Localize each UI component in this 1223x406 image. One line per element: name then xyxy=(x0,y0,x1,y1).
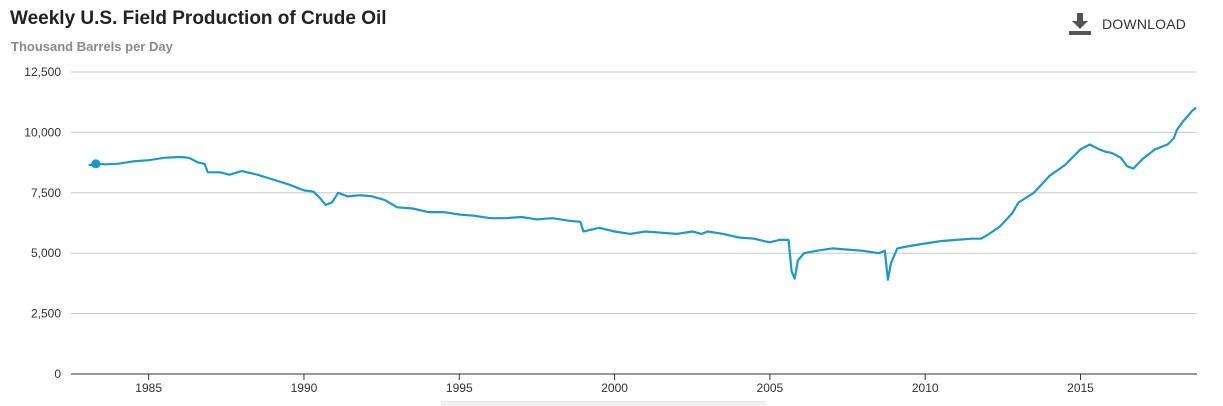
y-tick-label: 5,000 xyxy=(31,246,61,260)
production-series-line xyxy=(88,107,1197,281)
x-tick-label: 1985 xyxy=(135,381,162,395)
x-tick-label: 2000 xyxy=(601,381,628,395)
y-tick-label: 2,500 xyxy=(31,307,61,321)
download-label: DOWNLOAD xyxy=(1102,16,1187,32)
x-tick-label: 2010 xyxy=(912,381,939,395)
y-tick-label: 10,000 xyxy=(24,125,61,139)
x-tick-label: 2005 xyxy=(757,381,784,395)
download-button[interactable]: DOWNLOAD xyxy=(1068,13,1186,35)
chart-subtitle: Thousand Barrels per Day xyxy=(11,39,173,54)
y-tick-label: 7,500 xyxy=(31,186,61,200)
download-icon xyxy=(1069,13,1091,35)
y-tick-label: 0 xyxy=(54,367,61,381)
chart-title: Weekly U.S. Field Production of Crude Oi… xyxy=(10,8,387,29)
x-tick-label: 1990 xyxy=(291,381,318,395)
series-start-marker xyxy=(91,159,101,169)
horizontal-scrollbar[interactable] xyxy=(441,401,766,406)
x-tick-label: 1995 xyxy=(446,381,473,395)
y-tick-label: 12,500 xyxy=(24,65,61,79)
x-tick-label: 2015 xyxy=(1067,381,1094,395)
